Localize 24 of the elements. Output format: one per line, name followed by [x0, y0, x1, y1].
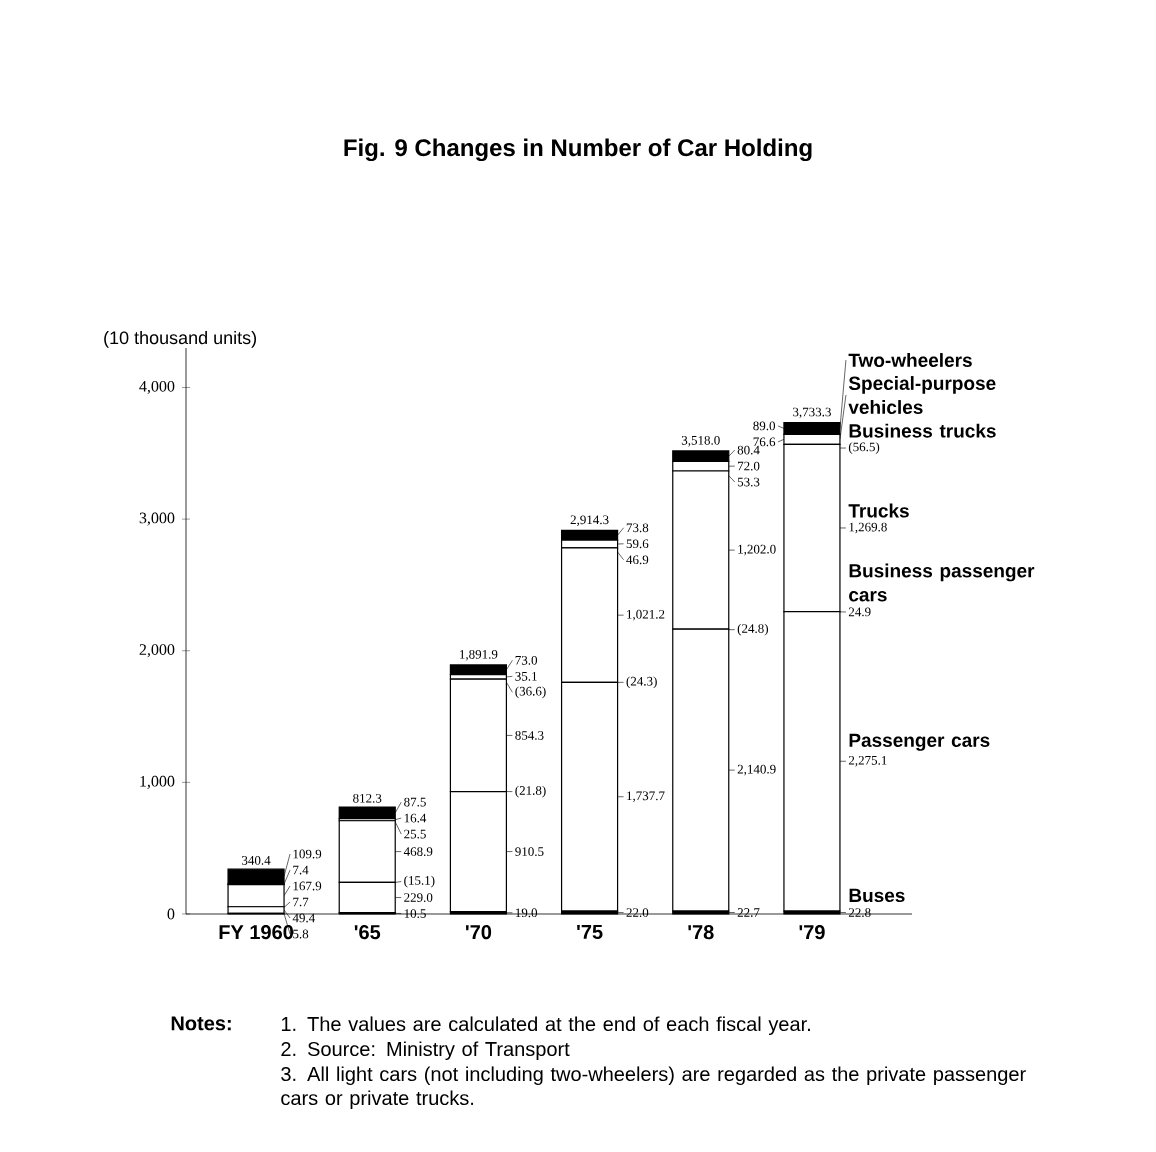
- x-tick-label: '79: [799, 925, 825, 940]
- y-tick-label: 1,000: [140, 775, 175, 789]
- annotation: Business trucks: [849, 423, 996, 438]
- series-label: Passenger cars: [849, 733, 990, 751]
- x-tick-label: '70: [465, 925, 492, 940]
- y-axis-title: (10 thousand units): [104, 330, 257, 348]
- x-tick-label: '65: [354, 925, 381, 940]
- text: Two-wheelers: [848, 353, 972, 368]
- chart-title: Fig. 9 Changes in Number of Car Holding: [344, 138, 812, 162]
- text: 1. The values are calculated at the end of each fiscal year.: [281, 1016, 810, 1036]
- series-label: Special-purpose vehicles: [848, 376, 996, 415]
- series-label: Trucks: [848, 503, 909, 518]
- y-tick-label: 3,000: [139, 512, 175, 526]
- x-tick-label: FY 1960: [219, 925, 294, 940]
- text: 2. Source: Ministry of Transport: [281, 1041, 570, 1061]
- x-tick-label: '75: [577, 925, 603, 940]
- text: 3. All light cars (not including two-wheelers) are regarded as the private passenger cars or private trucks.: [281, 1066, 1026, 1110]
- annotation: Business passenger cars: [849, 563, 1035, 602]
- text: Notes:: [171, 1016, 231, 1031]
- y-tick-label: 0: [167, 908, 175, 920]
- x-tick-label: '78: [688, 925, 714, 940]
- series-label: Buses: [849, 888, 905, 903]
- y-tick-label: 4,000: [139, 380, 175, 395]
- y-tick-label: 2,000: [139, 644, 175, 658]
